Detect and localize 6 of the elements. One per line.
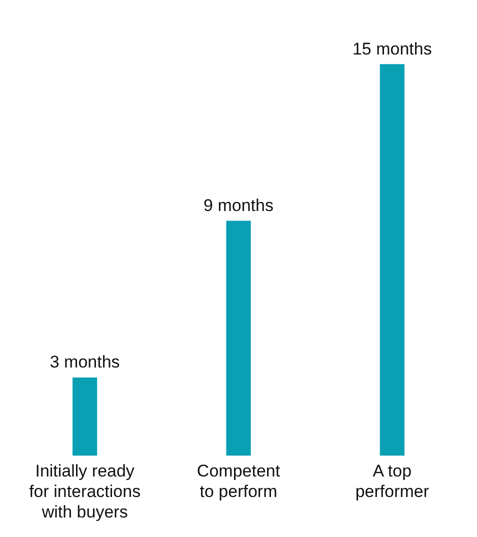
data-label: 3 months xyxy=(50,352,120,372)
data-label: 9 months xyxy=(204,196,274,215)
x-tick-label: Competent to perform xyxy=(196,462,280,502)
data-label: 15 months xyxy=(352,39,432,58)
x-tick-label: Initially ready for interactions with buyers xyxy=(29,462,141,522)
x-tick-label: A top performer xyxy=(355,462,430,502)
